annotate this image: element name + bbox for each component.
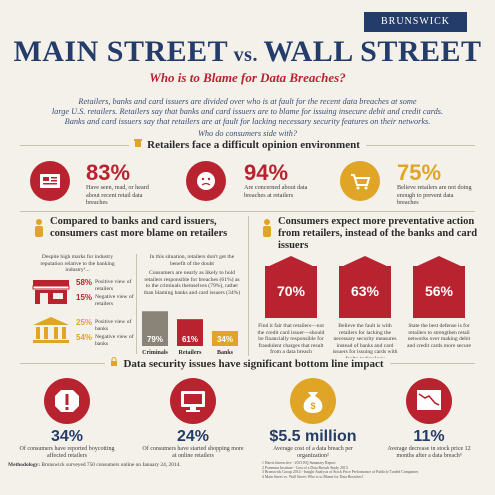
bar-category-label: Retailers <box>179 350 203 356</box>
monitor-icon <box>181 391 205 412</box>
blame-bar-chart: 79% Criminals 61% Retailers 34% Banks <box>142 311 238 356</box>
section-heading-opinion: Retailers face a difficult opinion envir… <box>0 138 495 151</box>
retail-positive-label: Positive view of retailers <box>95 279 132 292</box>
reputation-intro: Despite high marks for industry reputati… <box>40 254 115 274</box>
intro-line: large U.S. retailers. Retailers say that… <box>51 107 444 116</box>
bar-criminals <box>142 311 168 346</box>
people-icon <box>30 218 48 242</box>
divider <box>136 254 137 354</box>
title-vs: vs. <box>228 44 264 66</box>
svg-text:$: $ <box>310 401 315 411</box>
bar-category-label: Banks <box>217 350 234 356</box>
divider <box>20 211 475 212</box>
title-wall-street: WALL STREET <box>263 35 482 68</box>
stat-text: Are concerned about data breaches at ret… <box>244 184 308 199</box>
money-bag-icon: $ <box>303 392 323 413</box>
retail-negative-label: Negative view of retailers <box>95 294 134 307</box>
tag-text: State the best defense is for retailers … <box>407 323 471 349</box>
stat-circle <box>186 161 226 201</box>
tag-value: 70% <box>276 283 306 299</box>
price-tag: 56% <box>413 256 465 318</box>
impact-text: Of consumers have started shopping more … <box>142 446 244 459</box>
intro-question: Who do consumers side with? <box>197 129 298 138</box>
bar-value-label: 61% <box>182 335 198 344</box>
footnote: 4 Main Street vs. Wall Street: Who is to… <box>262 475 364 480</box>
footnote: 2 Ponemon Institute - Cost of a Data Bre… <box>262 465 348 470</box>
bank-negative-label: Negative view of banks <box>95 334 134 347</box>
bank-negative-value: 54% <box>76 333 93 342</box>
tag-value: 56% <box>424 283 454 299</box>
impact-text: Average cost of a data breach per organi… <box>273 446 353 459</box>
people-icon <box>258 218 276 242</box>
stat-value: 94% <box>244 160 289 185</box>
methodology-label: Methodology: <box>8 462 41 468</box>
retail-negative-value: 15% <box>76 293 93 302</box>
lock-icon <box>105 357 124 370</box>
intro-line: Banks and card issuers say that retailer… <box>64 117 431 126</box>
worried-face-icon <box>197 172 215 190</box>
price-tag: 63% <box>339 256 391 318</box>
stat-circle <box>30 161 70 201</box>
gavel-icon <box>129 138 148 151</box>
retail-positive-value: 58% <box>76 278 93 287</box>
stat-circle <box>44 378 90 424</box>
stat-circle <box>406 378 452 424</box>
bank-positive-label: Positive view of banks <box>95 319 132 332</box>
storefront-icon <box>32 278 70 310</box>
bar-banks <box>212 331 238 346</box>
impact-value: 34% <box>50 428 84 445</box>
impact-text: Average decrease in stock price 12 month… <box>387 446 471 459</box>
divider <box>248 216 249 356</box>
brand-logo: BRUNSWICK <box>364 12 467 32</box>
footnote: 3 Brunswick Group 2014 - Insight Analysi… <box>262 470 419 475</box>
stat-circle: $ <box>290 378 336 424</box>
impact-text: Of consumers have reported boycotting af… <box>19 446 115 459</box>
stat-text: Have seen, read, or heard about recent r… <box>86 184 149 206</box>
impact-value: $5.5 million <box>269 428 357 445</box>
bar-value-label: 34% <box>217 335 233 344</box>
stop-sign-icon <box>55 390 79 412</box>
page-subtitle: Who is to Blame for Data Breaches? <box>149 70 346 85</box>
bar-retailers <box>177 319 203 346</box>
section-heading-blame: Compared to banks and card issuers, cons… <box>50 216 228 239</box>
stat-circle <box>170 378 216 424</box>
methodology: Methodology: Brunswick surveyed 750 cons… <box>8 462 181 468</box>
bank-positive-value: 25% <box>76 318 93 327</box>
stat-text: Believe retailers are not doing enough t… <box>397 184 472 206</box>
stat-value: 83% <box>86 160 131 185</box>
impact-value: 24% <box>176 428 210 445</box>
stat-value: 75% <box>397 160 442 185</box>
stat-circle <box>340 161 380 201</box>
footnote: 1 Harris Interactive - 2013 RQ Summary R… <box>262 461 336 465</box>
section-heading-bottom-line: Data security issues have significant bo… <box>0 357 495 370</box>
price-tag: 70% <box>265 256 317 318</box>
shopping-cart-icon <box>351 174 371 190</box>
bar-value-label: 79% <box>147 335 163 344</box>
title-main-street: MAIN STREET <box>13 35 229 68</box>
page-title: MAIN STREET vs. WALL STREET <box>0 35 495 69</box>
bar-category-label: Criminals <box>142 350 168 356</box>
bank-icon <box>32 316 70 348</box>
tag-text: Find it fair that retailers—not the cred… <box>257 323 325 356</box>
blame-intro: In this situation, retailers don't get t… <box>149 254 235 267</box>
section-heading-preventative: Consumers expect more preventative actio… <box>278 216 478 251</box>
tag-value: 63% <box>350 283 380 299</box>
methodology-text: Brunswick surveyed 750 consumers online … <box>40 462 181 468</box>
blame-text: Consumers are nearly as likely to hold r… <box>143 270 241 296</box>
decline-chart-icon <box>417 390 441 410</box>
intro-text: Retailers, banks and card issuers are di… <box>50 97 445 139</box>
footnotes: 1 Harris Interactive - 2013 RQ Summary R… <box>262 461 482 480</box>
newspaper-icon <box>40 174 60 188</box>
intro-line: Retailers, banks and card issuers are di… <box>78 97 417 106</box>
impact-value: 11% <box>413 428 445 445</box>
